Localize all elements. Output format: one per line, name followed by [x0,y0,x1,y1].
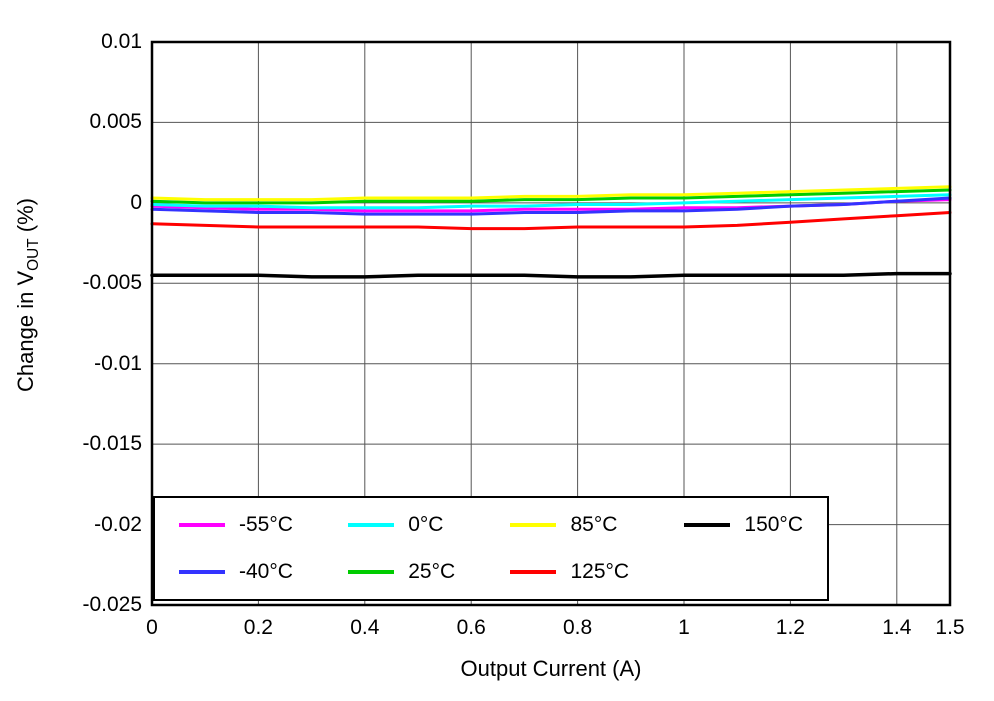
plot-frame [150,40,952,607]
x-tick-label: 1.2 [775,616,805,639]
legend-item-125C: 125°C [510,560,629,584]
x-tick-label: 0 [146,616,158,639]
y-tick-label: -0.01 [94,351,142,375]
legend-label: 85°C [570,513,618,537]
x-tick-label: 0.4 [350,616,380,639]
legend-swatch-icon [684,523,731,528]
legend-swatch-icon [179,569,225,574]
x-tick-label: 0.2 [243,616,273,639]
legend-item-150C: 150°C [684,513,803,537]
x-tick-label: 0.8 [562,616,593,639]
y-tick-label: -0.02 [94,512,142,536]
legend-label: 125°C [570,559,630,583]
series-line-0C [150,193,952,210]
x-tick-label: 0.6 [456,616,486,639]
legend-item--55C: -55°C [179,513,293,537]
legend-swatch-icon [179,523,225,528]
legend-label: 25°C [408,559,456,583]
y-tick-label: -0.015 [82,432,142,456]
legend-label: -55°C [239,513,293,537]
x-tick-label: 1.5 [935,616,965,639]
y-axis-title: Change in VOUT (%) [13,198,43,392]
series-line-150C [150,271,952,279]
y-axis-title-subscript: OUT [25,238,43,271]
legend-item-0C: 0°C [348,513,455,537]
y-tick-label: -0.005 [82,271,142,295]
series-line-85C [150,185,952,202]
y-tick-label: 0 [130,190,142,214]
y-axis-title-suffix: (%) [12,198,38,239]
series-line--40C [150,196,952,216]
legend-swatch-icon [348,523,395,528]
legend-label: 0°C [408,513,444,537]
legend-item-85C: 85°C [510,513,629,537]
x-tick-label: 1 [678,616,690,639]
x-axis-title: Output Current (A) [460,656,642,681]
y-tick-label: -0.025 [82,593,142,616]
legend-item-25C: 25°C [348,560,455,584]
series-line-25C [150,188,952,205]
legend-label: -40°C [239,559,293,583]
y-tick-label: 0.01 [101,30,142,53]
legend-box: -55°C -40°C 0°C 25°C 85°C 125°C 150°C [153,496,829,601]
legend-swatch-icon [510,523,557,528]
legend-swatch-icon [510,569,557,574]
x-tick-label: 1.4 [882,616,912,639]
y-axis-title-prefix: Change in V [12,270,38,392]
y-tick-label: 0.005 [89,110,142,134]
legend-swatch-icon [348,569,395,574]
legend-label: 150°C [744,513,803,537]
series-line-125C [150,211,952,231]
legend-item--40C: -40°C [179,560,293,584]
